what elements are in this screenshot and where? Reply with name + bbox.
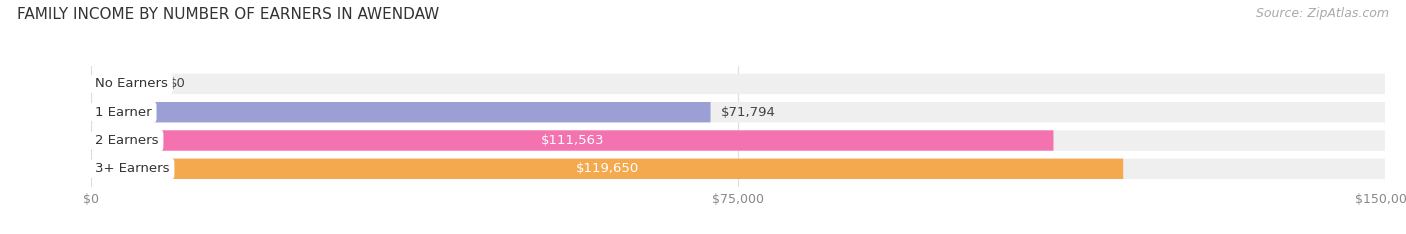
FancyBboxPatch shape [91,130,1053,151]
Text: No Earners: No Earners [96,77,169,90]
Text: 1 Earner: 1 Earner [96,106,152,119]
FancyBboxPatch shape [91,130,1385,151]
FancyBboxPatch shape [91,159,1123,179]
Text: 2 Earners: 2 Earners [96,134,159,147]
FancyBboxPatch shape [91,102,710,122]
Text: $0: $0 [169,77,186,90]
Text: 3+ Earners: 3+ Earners [96,162,170,175]
FancyBboxPatch shape [91,74,1385,94]
Text: $111,563: $111,563 [541,134,605,147]
FancyBboxPatch shape [91,159,1385,179]
FancyBboxPatch shape [91,74,131,94]
FancyBboxPatch shape [91,102,1385,122]
Text: $71,794: $71,794 [721,106,776,119]
Text: $119,650: $119,650 [575,162,638,175]
Text: FAMILY INCOME BY NUMBER OF EARNERS IN AWENDAW: FAMILY INCOME BY NUMBER OF EARNERS IN AW… [17,7,439,22]
Text: Source: ZipAtlas.com: Source: ZipAtlas.com [1256,7,1389,20]
